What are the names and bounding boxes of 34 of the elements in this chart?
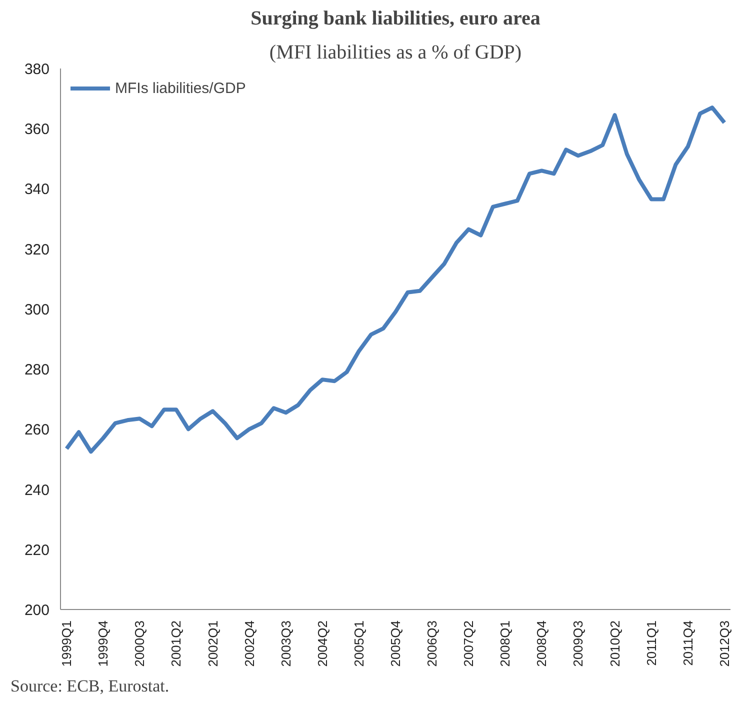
y-tick-label: 300 xyxy=(24,301,50,318)
line-series xyxy=(64,106,726,454)
y-tick-label: 260 xyxy=(24,422,50,439)
chart-subtitle: (MFI liabilities as a % of GDP) xyxy=(269,42,522,64)
x-tick-label: 2011Q4 xyxy=(680,620,696,666)
x-tick-label: 2008Q1 xyxy=(498,620,513,667)
x-tick-label: 2007Q2 xyxy=(461,620,476,667)
source-note: Source: ECB, Eurostat. xyxy=(10,676,170,696)
x-tick-label: 2006Q3 xyxy=(424,620,440,667)
x-tick-label: 2005Q1 xyxy=(351,620,366,667)
x-tick-label: 2005Q4 xyxy=(388,620,403,667)
x-tick-label: 1999Q1 xyxy=(59,620,74,667)
x-tick-label: 2002Q1 xyxy=(205,620,220,667)
x-tick-label: 2008Q4 xyxy=(534,620,550,667)
x-tick-label: 2002Q4 xyxy=(242,620,257,667)
y-tick-label: 360 xyxy=(24,121,50,138)
legend-label: MFIs liabilities/GDP xyxy=(115,80,246,96)
chart-title: Surging bank liabilities, euro area xyxy=(250,8,540,30)
x-tick-label: 2003Q3 xyxy=(278,620,294,667)
y-tick-label: 380 xyxy=(24,61,50,78)
x-tick-label: 2012Q3 xyxy=(716,620,732,667)
x-tick-label: 2001Q2 xyxy=(168,620,184,667)
x-tick-label: 2010Q2 xyxy=(607,620,622,667)
x-tick-label: 2009Q3 xyxy=(570,620,586,667)
y-tick-label: 200 xyxy=(24,602,50,619)
y-tick-label: 280 xyxy=(24,362,50,379)
y-tick-label: 220 xyxy=(24,542,50,559)
x-tick-label: 2011Q1 xyxy=(644,620,659,666)
x-tick-label: 2004Q2 xyxy=(314,620,330,667)
x-tick-label: 1999Q4 xyxy=(96,620,111,667)
y-tick-label: 320 xyxy=(24,241,50,258)
y-tick-label: 340 xyxy=(24,181,50,198)
x-tick-label: 2000Q3 xyxy=(132,620,148,667)
y-tick-label: 240 xyxy=(24,482,50,499)
